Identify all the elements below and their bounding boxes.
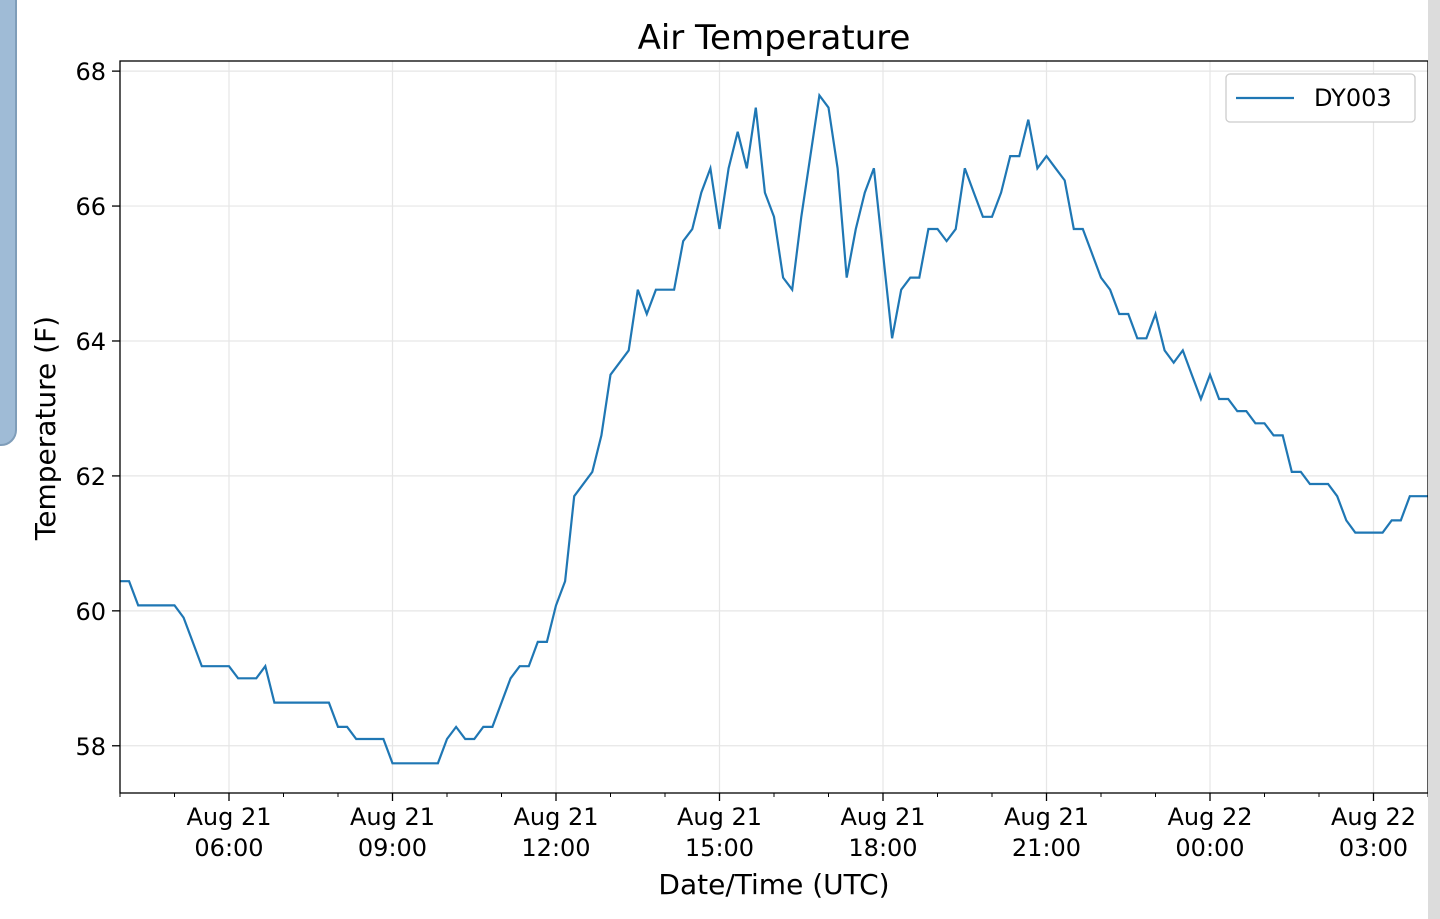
x-tick-label-date: Aug 21 (186, 803, 271, 831)
legend: DY003 (1225, 73, 1416, 123)
legend-label-dy003: DY003 (1314, 84, 1392, 112)
grid-lines (120, 61, 1428, 793)
y-axis-label: Temperature (F) (29, 316, 62, 541)
x-tick-label-date: Aug 22 (1331, 803, 1416, 831)
x-tick-label-time: 21:00 (1012, 834, 1081, 862)
x-tick-label-date: Aug 21 (350, 803, 435, 831)
x-tick-label-date: Aug 21 (1004, 803, 1089, 831)
x-tick-label-date: Aug 21 (840, 803, 925, 831)
x-tick-label-date: Aug 21 (677, 803, 762, 831)
y-tick-label: 64 (75, 328, 106, 356)
chart-title: Air Temperature (638, 18, 911, 58)
y-axis: 58 60 62 64 66 68 (75, 58, 120, 761)
x-tick-label-time: 06:00 (194, 834, 263, 862)
y-tick-label: 62 (75, 463, 106, 491)
x-axis: Aug 21 06:00 Aug 21 09:00 Aug 21 12:00 Aug 21 1… (186, 793, 1416, 862)
series-line-dy003 (120, 92, 1428, 765)
x-tick-label-time: 18:00 (848, 834, 917, 862)
x-tick-label-time: 03:00 (1339, 834, 1408, 862)
x-axis-label: Date/Time (UTC) (658, 868, 889, 901)
x-tick-label-time: 12:00 (521, 834, 590, 862)
scrollbar-track[interactable] (1428, 0, 1440, 919)
plot-frame (119, 60, 1428, 794)
y-tick-label: 66 (75, 193, 106, 221)
x-tick-label-time: 00:00 (1175, 834, 1244, 862)
x-tick-label-time: 09:00 (358, 834, 427, 862)
y-tick-label: 68 (75, 58, 106, 86)
x-tick-label-time: 15:00 (685, 834, 754, 862)
y-tick-label: 60 (75, 598, 106, 626)
x-tick-label-date: Aug 21 (513, 803, 598, 831)
legend-box (1225, 73, 1416, 123)
x-tick-label-date: Aug 22 (1167, 803, 1252, 831)
y-tick-label: 58 (75, 733, 106, 761)
